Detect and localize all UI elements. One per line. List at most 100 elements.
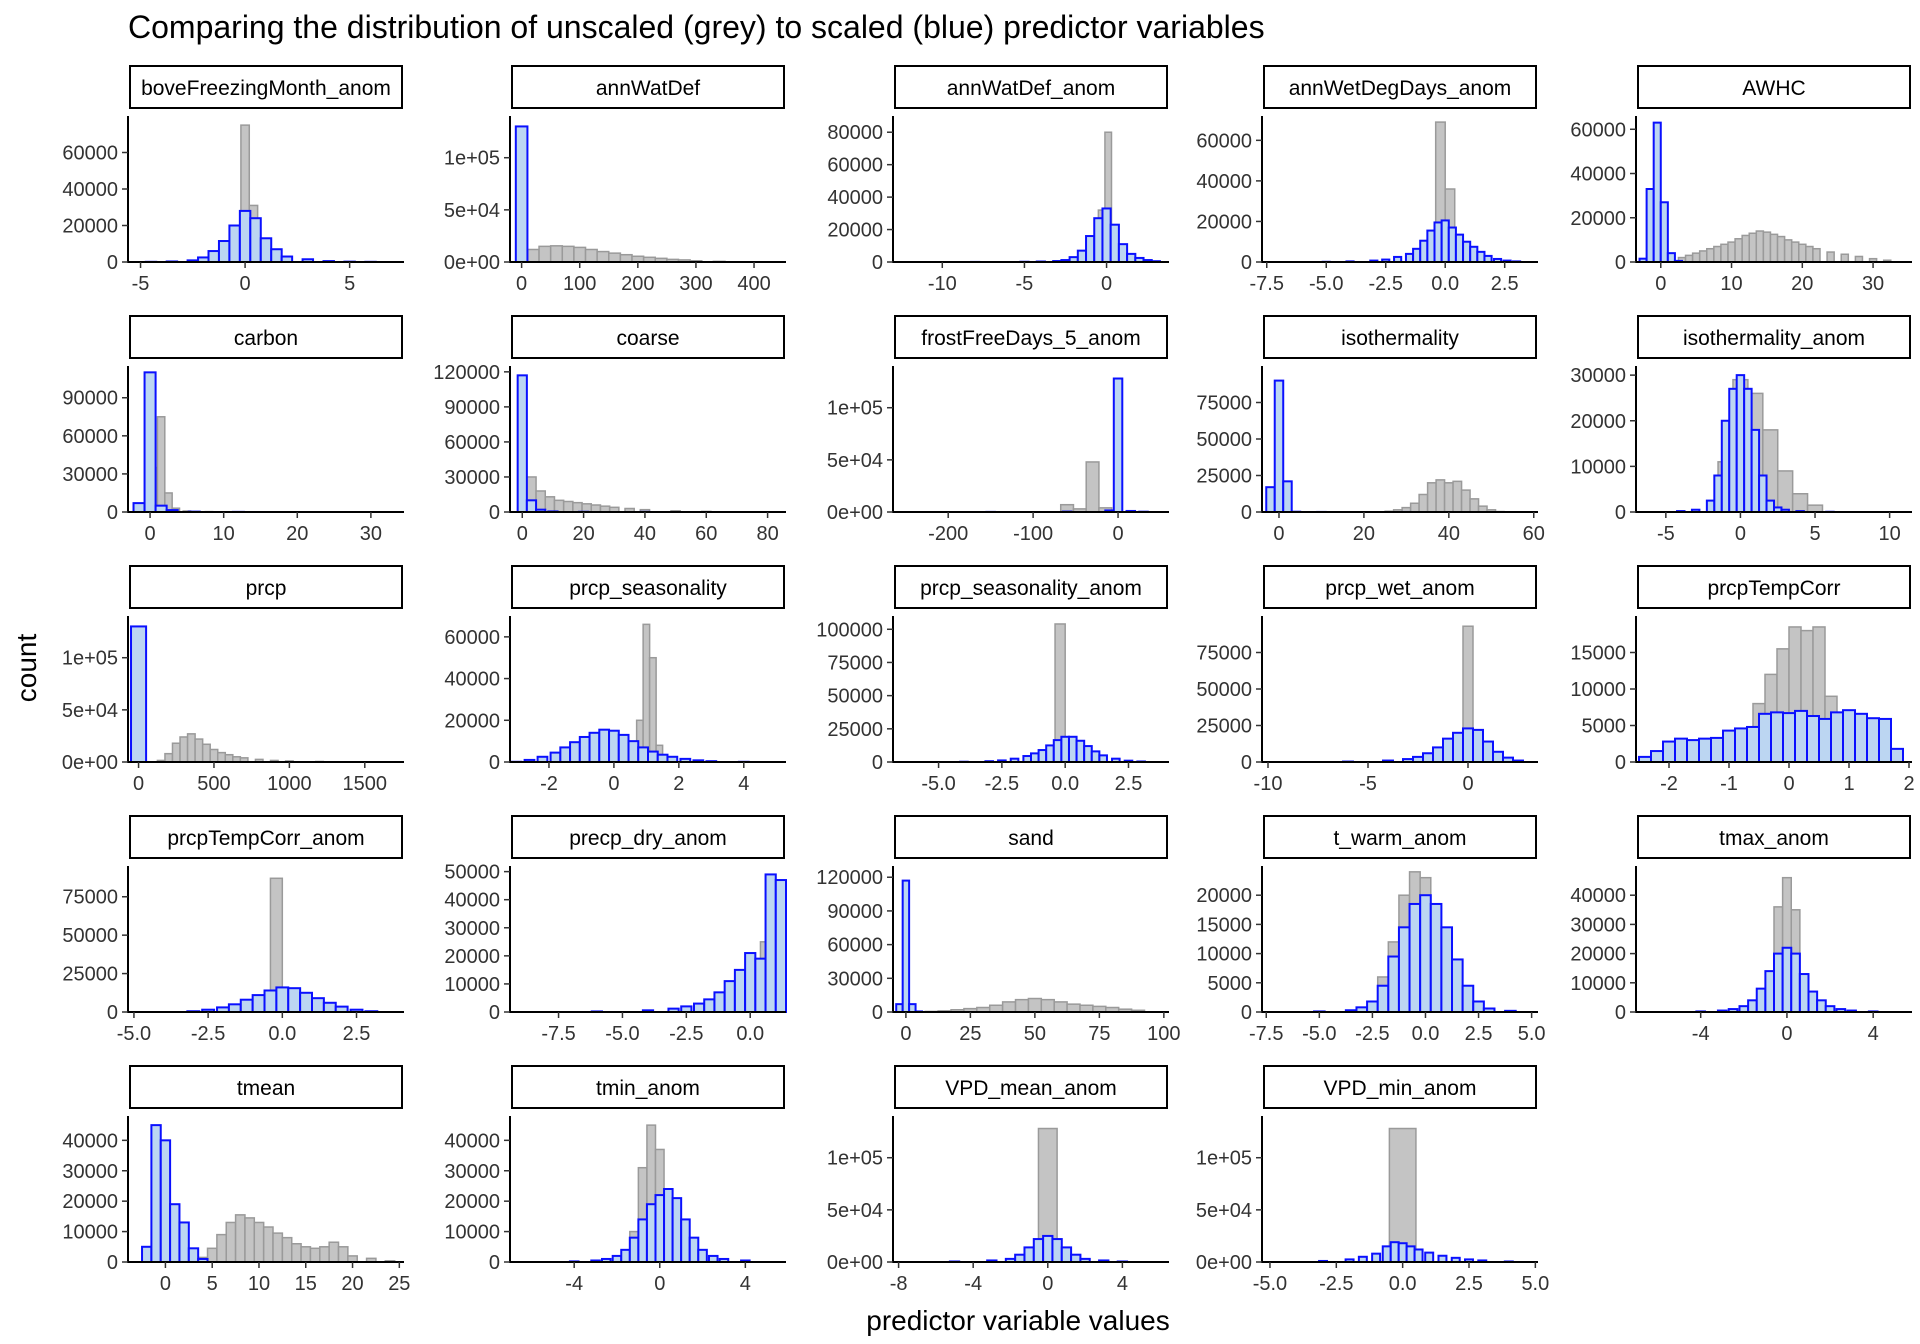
scaled-histogram-bar — [514, 125, 529, 263]
facet-strip-label: VPD_min_anom — [1324, 1077, 1477, 1100]
scaled-histogram-bar — [1698, 737, 1712, 764]
unscaled-histogram-bar — [619, 253, 633, 263]
x-tick-label: 20 — [341, 1273, 363, 1295]
facet-strip — [129, 1065, 403, 1109]
unscaled-histogram-bar — [337, 1246, 349, 1263]
scaled-histogram-bar — [1755, 987, 1767, 1014]
y-tick-label: 0e+00 — [444, 252, 500, 274]
unscaled-histogram-bar — [216, 1233, 227, 1263]
y-tick-label: 1e+05 — [827, 398, 883, 420]
facet-strip — [1263, 315, 1537, 359]
facet-strip — [511, 65, 785, 109]
scaled-histogram-bar — [637, 1218, 648, 1263]
facet-panel: annWetDegDays_anom 0 20000 40000 60000 -7.5 -5… — [1196, 65, 1538, 295]
scaled-histogram-bar — [259, 237, 273, 263]
facet-panel: tmax_anom 0 10000 20000 30000 40000 -4 0 4 — [1570, 815, 1912, 1045]
scaled-histogram-bar — [227, 1003, 242, 1014]
unscaled-histogram-bar — [561, 245, 575, 263]
scaled-histogram-bar — [525, 499, 538, 514]
scaled-histogram-bar — [1866, 717, 1880, 764]
scaled-histogram-bar — [764, 873, 777, 1014]
scaled-histogram-bar — [1735, 374, 1746, 513]
y-tick-label: 40000 — [1196, 171, 1252, 193]
facet-panel: tmin_anom 0 10000 20000 30000 40000 -4 0 4 — [444, 1065, 786, 1295]
y-tick-label: 15000 — [1570, 643, 1626, 665]
scaled-histogram-bar — [608, 729, 620, 764]
y-tick-label: 75000 — [1196, 643, 1252, 665]
y-tick-label: 0 — [1615, 752, 1626, 774]
facet-panel: annWatDef 0e+00 5e+04 1e+05 0 100 200 300 400 — [444, 65, 786, 295]
x-tick-label: -2 — [1660, 773, 1678, 795]
facet-strip — [511, 315, 785, 359]
y-tick-label: 40000 — [1570, 164, 1626, 186]
scaled-histogram-bar — [1451, 958, 1464, 1014]
facet-strip-label: precp_dry_anom — [569, 827, 727, 850]
x-tick-label: -5.0 — [605, 1023, 639, 1045]
scaled-histogram-bar — [1472, 1000, 1485, 1013]
x-tick-label: 40 — [1438, 523, 1460, 545]
scaled-histogram-bar — [1758, 474, 1768, 513]
unscaled-histogram-bar — [1027, 997, 1043, 1013]
scaled-histogram-bar — [1126, 252, 1137, 263]
y-tick-label: 0e+00 — [62, 752, 118, 774]
unscaled-histogram-bar — [1826, 251, 1835, 263]
unscaled-histogram-bar — [290, 1243, 302, 1263]
x-tick-label: 4 — [738, 773, 749, 795]
y-axis-title: count — [11, 634, 42, 703]
x-tick-label: 1500 — [343, 773, 388, 795]
unscaled-histogram-bar — [1469, 498, 1480, 513]
scaled-histogram-bar — [1854, 712, 1868, 764]
y-tick-label: 15000 — [1196, 914, 1252, 936]
y-tick-label: 0 — [872, 1002, 883, 1024]
facet-strip — [511, 815, 785, 859]
facet-strip-label: isothermality_anom — [1683, 327, 1865, 350]
x-tick-label: 5.0 — [1518, 1023, 1546, 1045]
scaled-histogram-bar — [1770, 711, 1784, 763]
facet-strip-label: prcpTempCorr_anom — [167, 827, 364, 850]
scaled-histogram-bar — [654, 1194, 666, 1264]
facet-panel: coarse 0 30000 60000 90000 120000 0 20 40 60 80 — [433, 315, 786, 545]
unscaled-histogram-bar — [584, 248, 598, 263]
y-tick-label: 0 — [107, 1252, 118, 1274]
x-tick-label: 50 — [1024, 1023, 1046, 1045]
y-tick-label: 50000 — [1196, 679, 1252, 701]
y-tick-label: 10000 — [1570, 456, 1626, 478]
unscaled-histogram-bar — [1066, 1003, 1081, 1013]
scaled-histogram-bar — [132, 502, 146, 513]
facet-strip-label: t_warm_anom — [1333, 827, 1466, 850]
scaled-histogram-bar — [270, 248, 283, 264]
scaled-histogram-bar — [287, 987, 302, 1014]
facet-strip — [129, 565, 403, 609]
y-tick-label: 1e+05 — [827, 1148, 883, 1170]
facet-strip — [129, 315, 403, 359]
scaled-histogram-bar — [697, 1248, 708, 1264]
unscaled-histogram-bar — [253, 1221, 265, 1263]
scaled-histogram-bar — [1710, 736, 1724, 763]
scaled-histogram-bar — [1429, 902, 1443, 1014]
facet-panel: sand 0 30000 60000 90000 120000 0 25 50 75 100 — [816, 815, 1181, 1045]
facet-panel: precp_dry_anom 0 10000 20000 30000 40000 50000… — [444, 815, 787, 1045]
scaled-histogram-bar — [617, 733, 630, 764]
facet-strip — [894, 815, 1168, 859]
y-tick-label: 40000 — [444, 890, 500, 912]
scaled-histogram-bar — [598, 728, 611, 764]
unscaled-histogram-bar — [262, 1226, 274, 1263]
x-tick-label: -7.5 — [1250, 273, 1284, 295]
y-tick-label: 40000 — [827, 187, 883, 209]
scaled-histogram-bar — [1686, 739, 1700, 763]
y-tick-label: 5e+04 — [827, 1200, 883, 1222]
x-tick-label: 0 — [517, 523, 528, 545]
scaled-histogram-bar — [1890, 747, 1904, 763]
x-tick-label: 0 — [1462, 773, 1473, 795]
y-tick-label: 100000 — [816, 619, 883, 641]
unscaled-histogram-bar — [642, 623, 651, 763]
y-tick-label: 50000 — [62, 925, 118, 947]
scaled-histogram-bar — [1798, 973, 1810, 1013]
y-tick-label: 0e+00 — [1196, 1252, 1252, 1274]
y-tick-label: 60000 — [444, 432, 500, 454]
x-tick-label: 0 — [654, 1273, 665, 1295]
y-tick-label: 90000 — [827, 901, 883, 923]
scaled-histogram-bar — [754, 957, 767, 1014]
x-tick-label: 1000 — [267, 773, 312, 795]
scaled-histogram-bar — [1462, 727, 1474, 763]
